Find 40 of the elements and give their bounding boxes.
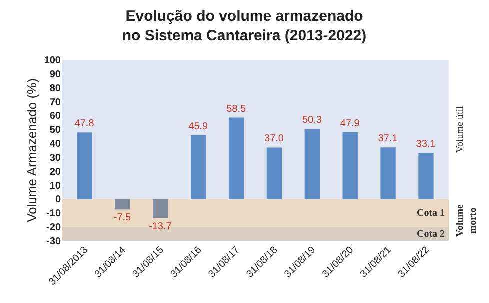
bar: [304, 129, 320, 200]
bar: [191, 135, 206, 200]
chart-title: Evolução do volume armazenado no Sistema Cantareira (2013-2022): [122, 8, 367, 45]
bar: [228, 118, 244, 200]
y-tick-label: 0: [55, 194, 62, 206]
band-label: Cota 1: [417, 208, 446, 219]
data-label: 37.1: [378, 134, 398, 145]
data-label: 47.8: [74, 118, 95, 130]
data-label: 58.5: [226, 104, 246, 115]
data-label: -13.7: [149, 221, 172, 232]
band-label: Cota 2: [417, 229, 446, 240]
bar: [342, 132, 358, 200]
y-tick-label: 60: [50, 111, 62, 122]
y-tick-label: -30: [46, 236, 62, 248]
data-label: 47.9: [340, 118, 360, 130]
y-tick-label: 100: [44, 56, 62, 66]
y-tick-label: 80: [50, 83, 62, 94]
bar: [77, 132, 92, 200]
y-tick-label: -10: [46, 208, 62, 220]
data-label: 50.3: [302, 115, 322, 126]
y-tick-label: 50: [50, 125, 62, 136]
y-tick-label: 20: [50, 166, 62, 178]
y-tick-label: 10: [50, 180, 62, 192]
y-tick-label: 70: [50, 97, 62, 108]
text: Volume morto: [454, 204, 479, 237]
y-axis-title: Volume Armazenado (%): [24, 78, 40, 222]
bar: [418, 153, 434, 200]
y-tick-label: -20: [46, 222, 62, 234]
bar: [115, 199, 130, 210]
y-tick-label: 90: [50, 69, 62, 80]
data-label: 37.0: [264, 134, 284, 145]
bar: [266, 148, 282, 200]
y-tick-label: 40: [50, 139, 62, 150]
data-label: 45.9: [188, 121, 209, 132]
bar: [153, 199, 168, 218]
y-tick-label: 30: [50, 152, 62, 164]
data-label: -7.5: [114, 212, 132, 224]
band-label: Volume útil: [454, 106, 466, 153]
data-label: 33.1: [416, 139, 436, 150]
bar: [380, 148, 396, 200]
